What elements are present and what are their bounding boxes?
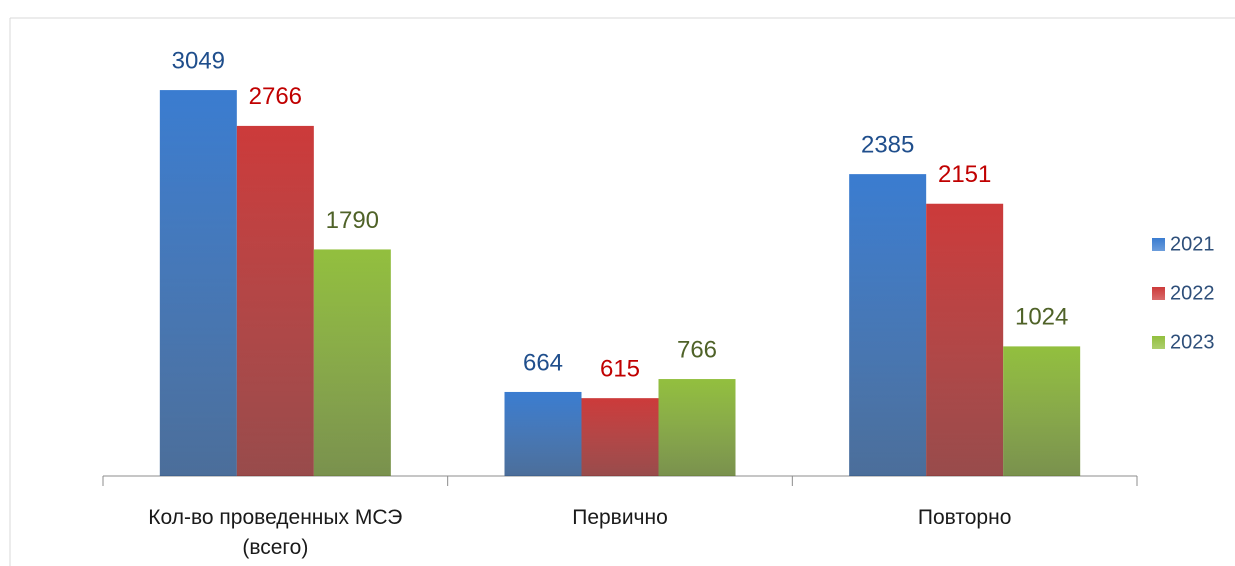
legend-swatch [1152, 336, 1165, 349]
x-tick-label: Первично [572, 506, 668, 529]
bar-shade [926, 203, 1004, 476]
data-label: 1790 [326, 207, 379, 234]
bar-shade [849, 174, 927, 476]
bar-shade [313, 249, 391, 476]
data-label: 2385 [861, 131, 914, 158]
data-label: 664 [523, 349, 563, 376]
data-label: 2151 [938, 161, 991, 188]
legend-label: 2021 [1170, 233, 1215, 255]
data-label: 2766 [249, 83, 302, 110]
legend-swatch [1152, 238, 1165, 251]
x-tick-label: Кол-во проведенных МСЭ (всего) [148, 506, 403, 559]
legend-swatch [1152, 287, 1165, 300]
data-label: 3049 [172, 47, 225, 74]
bar-shade [1003, 346, 1081, 476]
x-tick-label: Повторно [917, 506, 1012, 529]
legend-label: 2023 [1170, 331, 1215, 353]
legend-label: 2022 [1170, 282, 1215, 304]
bar-shade [236, 125, 314, 476]
bar-shade [581, 398, 659, 476]
bar-shade [504, 391, 582, 476]
bar-shade [658, 379, 736, 476]
bar-shade [159, 90, 237, 477]
data-label: 615 [600, 356, 640, 383]
data-label: 766 [677, 336, 717, 363]
data-label: 1024 [1015, 304, 1068, 331]
